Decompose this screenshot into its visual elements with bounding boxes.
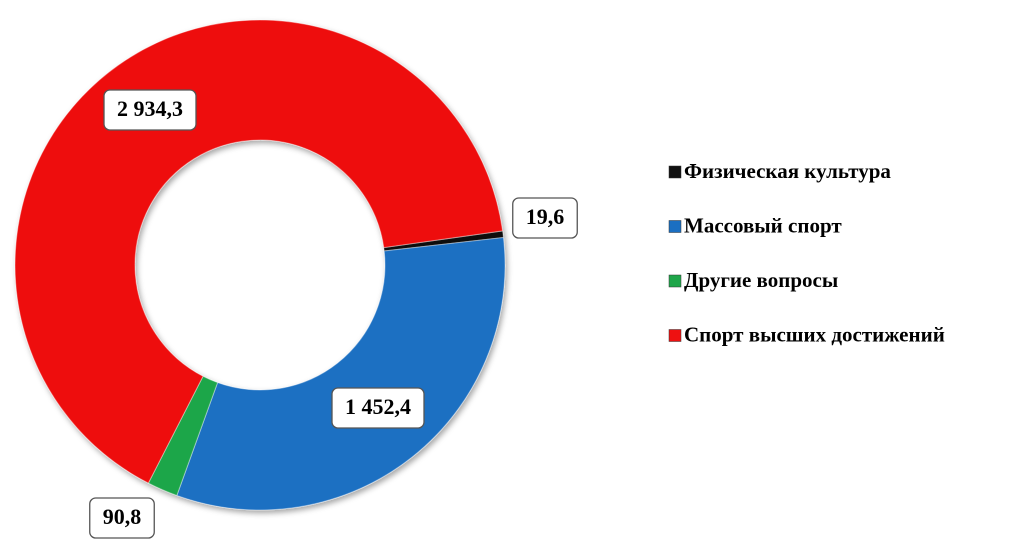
label-box	[512, 197, 578, 239]
label-box	[331, 387, 425, 429]
donut-slice	[14, 19, 504, 484]
label-box	[89, 497, 155, 539]
legend-label: Массовый спорт	[684, 213, 842, 237]
legend-swatch	[668, 165, 682, 179]
donut-slice	[176, 237, 506, 511]
legend-label: Физическая культура	[684, 159, 891, 183]
data-label: 90,8	[103, 504, 142, 529]
label-box	[103, 89, 197, 131]
legend-swatch	[668, 329, 682, 342]
legend-swatch	[668, 220, 682, 233]
data-label: 1 452,4	[345, 394, 411, 419]
data-label: 2 934,3	[117, 96, 183, 121]
data-label: 19,6	[526, 204, 565, 229]
legend-label: Спорт высших достижений	[684, 322, 945, 346]
legend-label: Другие вопросы	[684, 268, 838, 292]
donut	[14, 19, 506, 511]
legend-swatch	[668, 274, 682, 288]
